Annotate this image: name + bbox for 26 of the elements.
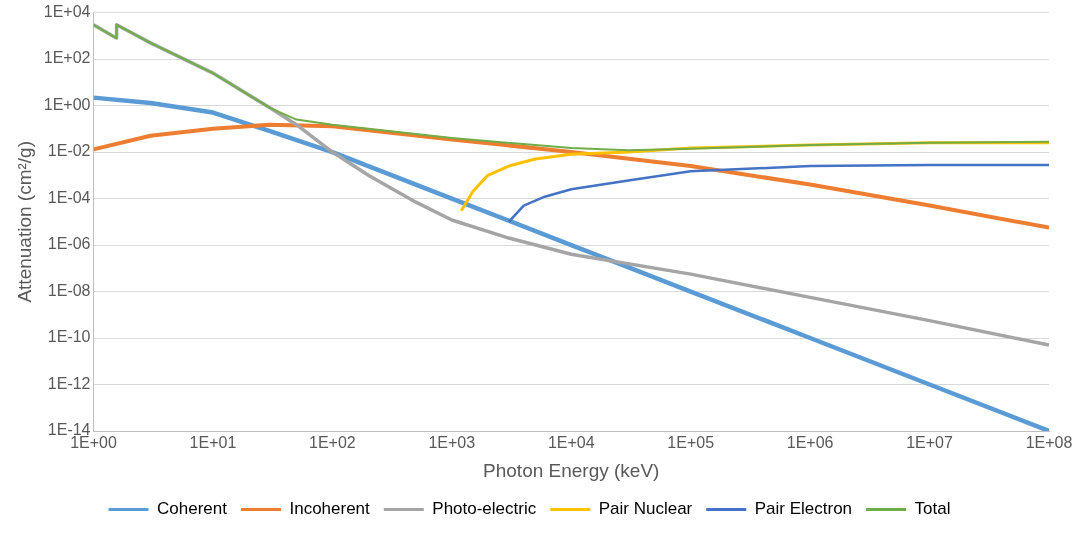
y-tick-label: 1E-02 <box>47 142 91 160</box>
legend-label: Coherent <box>157 499 228 519</box>
x-axis-title: Photon Energy (keV) <box>483 459 660 481</box>
x-tick-label: 1E+01 <box>189 434 237 452</box>
legend-label: Total <box>914 499 951 519</box>
y-tick-label: 1E-10 <box>47 328 91 346</box>
y-axis-title: Attenuation (cm²/g) <box>13 141 35 303</box>
legend-label: Incoherent <box>289 499 371 519</box>
x-tick-label: 1E+06 <box>786 434 834 452</box>
x-tick-label: 1E+03 <box>428 434 476 452</box>
y-tick-label: 1E+00 <box>43 95 91 113</box>
y-tick-label: 1E+04 <box>43 3 91 21</box>
x-tick-label: 1E+00 <box>70 434 117 452</box>
y-tick-label: 1E-08 <box>47 281 91 299</box>
y-tick-label: 1E-04 <box>47 188 91 206</box>
x-tick-label: 1E+08 <box>1025 434 1073 452</box>
y-tick-label: 1E+02 <box>43 49 91 67</box>
legend-label: Photo-electric <box>432 499 537 519</box>
x-tick-label: 1E+04 <box>547 434 595 452</box>
x-tick-label: 1E+07 <box>906 434 954 452</box>
x-tick-label: 1E+02 <box>309 434 356 452</box>
legend-label: Pair Electron <box>754 499 853 519</box>
y-tick-label: 1E-06 <box>47 235 91 253</box>
y-tick-label: 1E-12 <box>47 374 91 392</box>
legend-label: Pair Nuclear <box>598 499 693 519</box>
x-tick-label: 1E+05 <box>667 434 715 452</box>
